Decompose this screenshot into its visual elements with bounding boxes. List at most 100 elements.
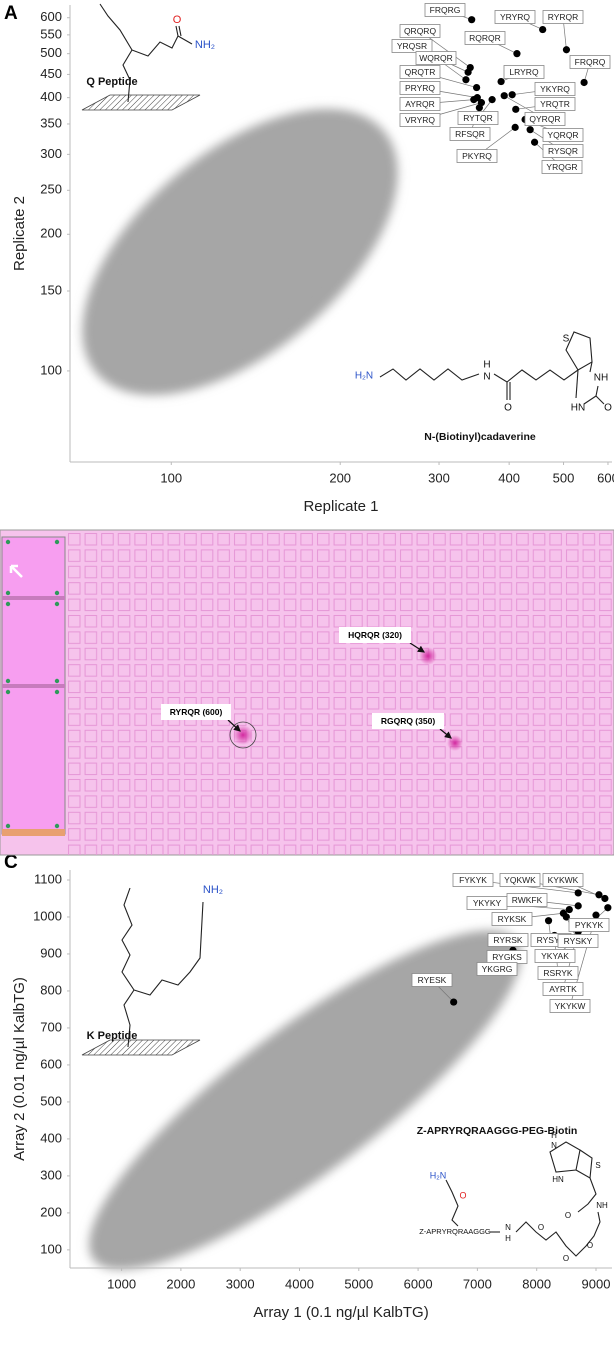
label-box bbox=[424, 3, 466, 17]
point bbox=[539, 25, 547, 34]
x-tick-label: 8000 bbox=[522, 1276, 551, 1291]
atom-label: H₂N bbox=[430, 1170, 447, 1180]
point-label: AYRQR bbox=[405, 99, 435, 109]
point-label: RWKFK bbox=[512, 895, 543, 905]
point bbox=[512, 105, 520, 113]
point-label: YQKWK bbox=[504, 875, 536, 885]
point-label: YRQGR bbox=[546, 162, 577, 172]
y-tick-label: 400 bbox=[40, 89, 62, 104]
point bbox=[513, 50, 521, 58]
atom-label: O bbox=[565, 1211, 571, 1220]
point-label: RQRQR bbox=[469, 33, 501, 43]
y-tick-label: 100 bbox=[40, 362, 62, 377]
point-label: WQRQR bbox=[419, 53, 453, 63]
label-box bbox=[399, 65, 441, 79]
point-label: FYKYK bbox=[459, 875, 487, 885]
label-box bbox=[537, 966, 579, 980]
label-box bbox=[534, 949, 576, 963]
point bbox=[580, 78, 588, 87]
point bbox=[475, 104, 483, 112]
point-label: RYTQR bbox=[463, 113, 493, 123]
point bbox=[526, 126, 534, 134]
point bbox=[601, 894, 609, 903]
x-tick-label: 2000 bbox=[166, 1276, 195, 1291]
atom-label: S bbox=[563, 334, 570, 345]
label-box bbox=[411, 973, 453, 987]
label-box bbox=[452, 873, 494, 887]
atom-label: N bbox=[551, 1141, 557, 1150]
atom-label: N bbox=[483, 372, 490, 383]
point-label: RYSQR bbox=[548, 146, 578, 156]
atom-label: O bbox=[504, 403, 512, 414]
point bbox=[530, 138, 539, 146]
point-label: YKYKY bbox=[473, 898, 502, 908]
x-tick-label: 100 bbox=[160, 470, 182, 485]
y-tick-label: 350 bbox=[40, 115, 62, 130]
label-box bbox=[542, 128, 584, 142]
atom-label: H₂N bbox=[355, 371, 373, 382]
label-box bbox=[524, 112, 566, 126]
point-labels: FRQRG YRYRQ RYRQR RQRQR FRQRQ QRQRQ YRQSR WQRQR… bbox=[391, 3, 611, 174]
point-label: PRYRQ bbox=[405, 83, 435, 93]
scatter-chart: 100 200 300 400 500 600 100 150 200 250 300 350 400 4… bbox=[11, 3, 614, 515]
point bbox=[464, 68, 472, 76]
point-label: YKGRG bbox=[482, 964, 513, 974]
point-label: YRQTR bbox=[540, 99, 570, 109]
label-box bbox=[534, 82, 576, 96]
x-axis-label: Replicate 1 bbox=[303, 498, 378, 515]
y-tick-label: 600 bbox=[40, 1056, 62, 1071]
point bbox=[462, 76, 470, 84]
point-label: RYKSK bbox=[498, 914, 527, 924]
x-tick-label: 9000 bbox=[582, 1276, 611, 1291]
point bbox=[500, 92, 508, 100]
point-cloud bbox=[100, 126, 380, 378]
point-label: PYKYK bbox=[575, 920, 604, 930]
label-box bbox=[542, 873, 584, 887]
label-box bbox=[494, 10, 536, 24]
point-label: QRQTR bbox=[405, 67, 436, 77]
atom-label: HN bbox=[552, 1175, 564, 1184]
atom-label: O bbox=[538, 1223, 544, 1232]
label-box bbox=[399, 97, 441, 111]
point bbox=[592, 911, 600, 919]
point-label: VRYRQ bbox=[405, 115, 435, 125]
atom-label: H bbox=[551, 1131, 557, 1140]
point-label: RYESK bbox=[418, 975, 447, 985]
point-label: RYSKY bbox=[564, 936, 593, 946]
label-box bbox=[415, 51, 457, 65]
y-axis-label: Replicate 2 bbox=[11, 196, 28, 271]
atom-label: Z-APRYRQRAAGGG bbox=[419, 1227, 491, 1236]
y-tick-label: 200 bbox=[40, 1204, 62, 1219]
point-label: YKYKW bbox=[555, 1001, 586, 1011]
scatter-chart: 1000 2000 3000 4000 5000 6000 7000 8000 9000 100 2… bbox=[11, 870, 612, 1321]
atom-label: O bbox=[563, 1254, 569, 1263]
spot-label: HQRQR (320) bbox=[348, 630, 402, 640]
point-labels: FYKYK YQKWK KYKWK YKYKY RWKFK RYKSK PYKYK RYRSK… bbox=[411, 873, 610, 1013]
point bbox=[470, 96, 478, 104]
x-axis-label: Array 1 (0.1 ng/µl KalbTG) bbox=[253, 1304, 428, 1321]
y-tick-label: 400 bbox=[40, 1130, 62, 1145]
x-tick-label: 400 bbox=[498, 470, 520, 485]
atom-label: N bbox=[505, 1223, 511, 1232]
y-tick-label: 200 bbox=[40, 226, 62, 241]
point bbox=[468, 16, 476, 24]
label-box bbox=[449, 127, 491, 141]
x-tick-label: 600 bbox=[597, 470, 614, 485]
label-box bbox=[399, 24, 441, 38]
panel-letter: A bbox=[4, 3, 18, 24]
y-tick-label: 500 bbox=[40, 45, 62, 60]
point bbox=[562, 913, 570, 921]
peg-biotin-structure bbox=[445, 1141, 601, 1257]
point-label: PKYRQ bbox=[462, 151, 492, 161]
atom-label: O bbox=[604, 403, 612, 414]
atom-label: O bbox=[173, 14, 182, 26]
atom-label: O bbox=[459, 1190, 466, 1200]
x-tick-label: 200 bbox=[329, 470, 351, 485]
atom-label: NH bbox=[596, 1201, 608, 1210]
label-box bbox=[542, 982, 584, 996]
label-box bbox=[487, 933, 529, 947]
atom-label: NH bbox=[594, 373, 608, 384]
point bbox=[450, 998, 458, 1006]
label-box bbox=[391, 39, 433, 53]
label-box bbox=[503, 65, 545, 79]
